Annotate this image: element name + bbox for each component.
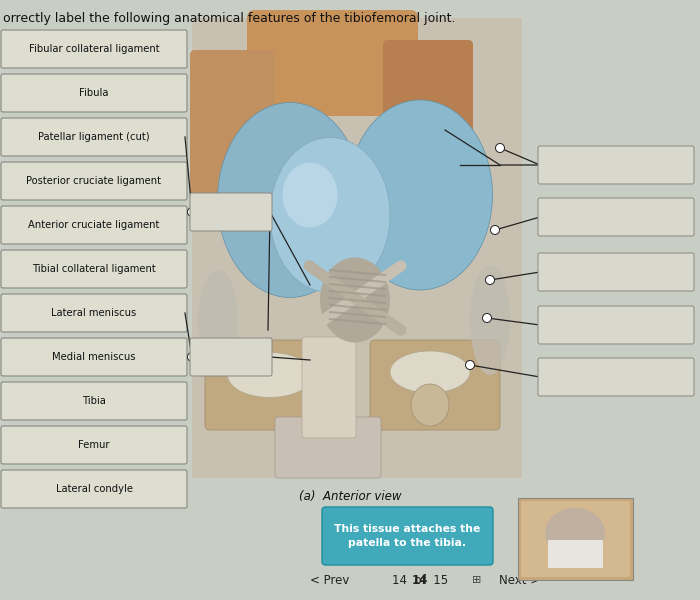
- Circle shape: [188, 352, 197, 361]
- FancyBboxPatch shape: [518, 498, 633, 580]
- FancyBboxPatch shape: [1, 250, 187, 288]
- FancyBboxPatch shape: [548, 540, 603, 568]
- Circle shape: [491, 226, 500, 235]
- Ellipse shape: [283, 163, 337, 227]
- Circle shape: [482, 313, 491, 323]
- FancyBboxPatch shape: [1, 118, 187, 156]
- Text: (a)  Anterior view: (a) Anterior view: [299, 490, 401, 503]
- Text: Anterior cruciate ligament: Anterior cruciate ligament: [28, 220, 160, 230]
- FancyBboxPatch shape: [322, 507, 493, 565]
- FancyBboxPatch shape: [190, 50, 275, 200]
- FancyBboxPatch shape: [1, 382, 187, 420]
- FancyBboxPatch shape: [1, 162, 187, 200]
- Ellipse shape: [270, 137, 390, 292]
- FancyBboxPatch shape: [247, 10, 418, 116]
- FancyBboxPatch shape: [275, 417, 381, 478]
- Text: ☛: ☛: [643, 302, 657, 317]
- FancyBboxPatch shape: [1, 30, 187, 68]
- Text: Fibula: Fibula: [79, 88, 108, 98]
- FancyBboxPatch shape: [205, 340, 340, 430]
- Ellipse shape: [198, 270, 238, 370]
- FancyBboxPatch shape: [538, 358, 694, 396]
- Text: < Prev: < Prev: [310, 574, 350, 587]
- Text: 14  of  15: 14 of 15: [392, 574, 448, 587]
- FancyBboxPatch shape: [370, 340, 500, 430]
- Text: Medial meniscus: Medial meniscus: [52, 352, 136, 362]
- Circle shape: [486, 275, 494, 284]
- Ellipse shape: [228, 352, 312, 397]
- Text: Lateral condyle: Lateral condyle: [55, 484, 132, 494]
- Text: Lateral meniscus: Lateral meniscus: [51, 308, 136, 318]
- Text: ⊞: ⊞: [473, 575, 482, 585]
- FancyBboxPatch shape: [1, 426, 187, 464]
- Ellipse shape: [390, 351, 470, 393]
- FancyBboxPatch shape: [538, 198, 694, 236]
- FancyBboxPatch shape: [521, 501, 630, 577]
- Text: Next >: Next >: [499, 574, 540, 587]
- FancyBboxPatch shape: [383, 40, 473, 210]
- FancyBboxPatch shape: [190, 193, 272, 231]
- Circle shape: [496, 143, 505, 152]
- FancyBboxPatch shape: [190, 338, 272, 376]
- FancyBboxPatch shape: [1, 206, 187, 244]
- Text: Tibia: Tibia: [82, 396, 106, 406]
- Ellipse shape: [320, 257, 390, 343]
- Ellipse shape: [470, 265, 510, 375]
- Text: Tibial collateral ligament: Tibial collateral ligament: [32, 264, 156, 274]
- Ellipse shape: [411, 384, 449, 426]
- FancyBboxPatch shape: [538, 253, 694, 291]
- Text: Femur: Femur: [78, 440, 110, 450]
- Text: This tissue attaches the
patella to the tibia.: This tissue attaches the patella to the …: [335, 524, 481, 548]
- Ellipse shape: [545, 508, 605, 558]
- Text: Patellar ligament (cut): Patellar ligament (cut): [38, 132, 150, 142]
- Text: Fibular collateral ligament: Fibular collateral ligament: [29, 44, 160, 54]
- Text: orrectly label the following anatomical features of the tibiofemoral joint.: orrectly label the following anatomical …: [3, 12, 456, 25]
- FancyBboxPatch shape: [538, 306, 694, 344]
- Ellipse shape: [347, 100, 493, 290]
- FancyBboxPatch shape: [538, 146, 694, 184]
- Text: Posterior cruciate ligament: Posterior cruciate ligament: [27, 176, 162, 186]
- Ellipse shape: [218, 103, 363, 298]
- FancyBboxPatch shape: [1, 74, 187, 112]
- FancyBboxPatch shape: [1, 470, 187, 508]
- FancyBboxPatch shape: [1, 338, 187, 376]
- Text: 14: 14: [412, 574, 428, 587]
- FancyBboxPatch shape: [302, 337, 356, 438]
- Circle shape: [466, 361, 475, 370]
- Circle shape: [188, 208, 197, 217]
- FancyBboxPatch shape: [1, 294, 187, 332]
- FancyBboxPatch shape: [192, 18, 522, 478]
